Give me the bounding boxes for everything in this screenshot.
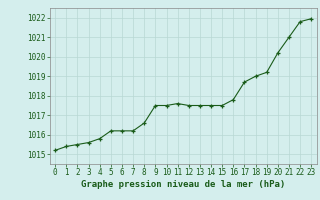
- X-axis label: Graphe pression niveau de la mer (hPa): Graphe pression niveau de la mer (hPa): [81, 180, 285, 189]
